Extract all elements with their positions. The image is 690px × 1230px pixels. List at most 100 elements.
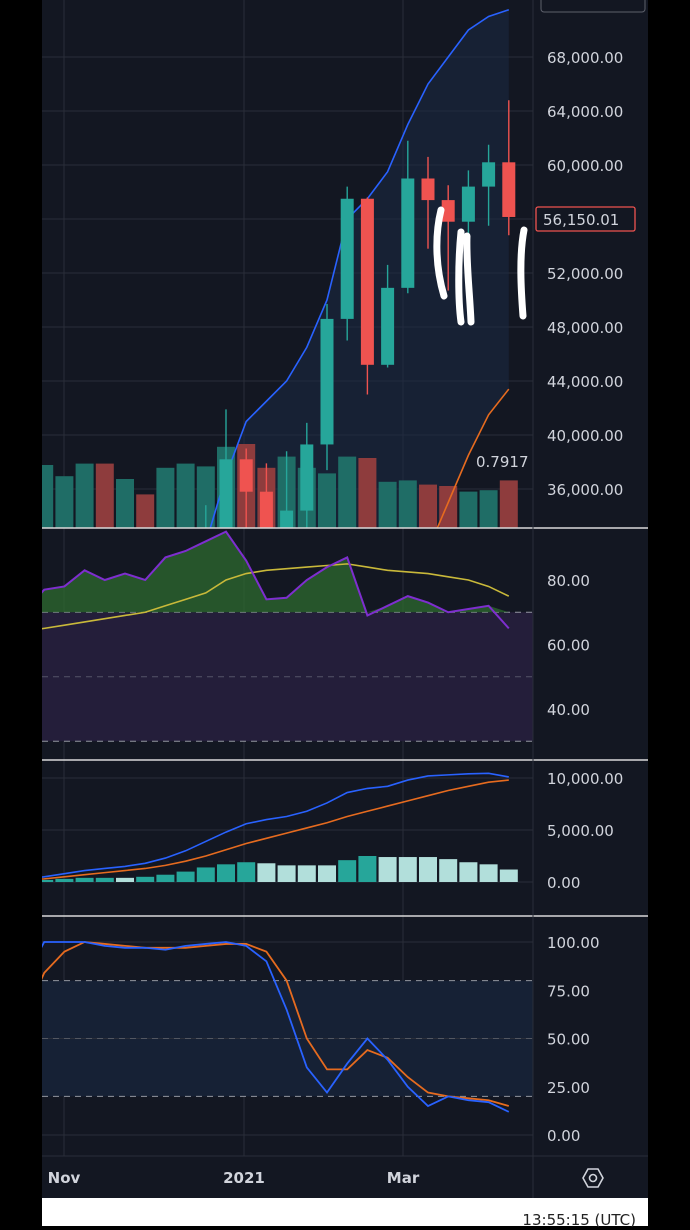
candle-body	[421, 178, 435, 201]
price-axis-tick: 52,000.00	[547, 265, 623, 283]
time-axis-label: Nov	[48, 1169, 81, 1187]
macd-axis-tick: 0.00	[547, 874, 580, 892]
price-axis-tick: 68,000.00	[547, 49, 623, 67]
rsi-line	[42, 530, 510, 630]
rsi-axis-tick: 80.00	[547, 572, 590, 590]
candle-body	[300, 444, 314, 511]
macd-histogram-bar	[257, 863, 276, 882]
candle-body	[18, 789, 31, 800]
volume-bar	[499, 480, 518, 528]
price-axis-tick: 48,000.00	[547, 319, 623, 337]
macd-histogram-bar	[297, 865, 316, 882]
macd-histogram-bar	[95, 877, 114, 882]
volume-bar	[196, 466, 215, 528]
volume-bar	[42, 465, 54, 528]
macd-histogram-bar	[217, 864, 235, 882]
volume-bar	[439, 486, 458, 528]
handdrawn-mark-0	[433, 206, 448, 300]
volume-bar	[479, 490, 498, 528]
settings-hexagon-center	[588, 1173, 598, 1183]
candle-body	[360, 198, 374, 365]
macd-axis-tick: 5,000.00	[547, 822, 614, 840]
rsi-band	[42, 612, 533, 742]
volume-bar	[358, 458, 377, 528]
macd-histogram-bar	[378, 857, 397, 882]
macd-histogram-bar	[358, 856, 377, 882]
volume-value-label: 0.7917	[476, 453, 529, 471]
candle-body	[482, 162, 496, 187]
macd-histogram-bar	[156, 874, 175, 882]
macd-histogram-bar	[237, 862, 256, 882]
candle-body	[441, 200, 455, 222]
price-axis-tick: 64,000.00	[547, 103, 623, 121]
stoch-axis-tick: 25.00	[547, 1079, 590, 1097]
macd-histogram-bar	[398, 857, 417, 882]
macd-signal-line	[42, 779, 509, 880]
macd-histogram-bar	[116, 877, 134, 882]
stoch-axis-tick: 0.00	[547, 1127, 580, 1145]
macd-histogram-bar	[439, 859, 458, 882]
volume-bar	[419, 484, 437, 528]
status-bar: 13:55:15 (UTC)	[42, 1198, 648, 1229]
top-price-tag	[540, 0, 646, 13]
macd-plot	[15, 772, 533, 883]
macd-histogram-bar	[419, 857, 437, 882]
macd-histogram-bar	[136, 876, 155, 882]
macd-histogram-bar	[75, 877, 94, 882]
volume-bar	[378, 481, 397, 528]
candle-body	[219, 459, 233, 528]
macd-histogram-bar	[55, 878, 74, 882]
volume-bar	[95, 463, 114, 528]
stoch-k-line	[42, 941, 510, 1113]
rsi-axis-tick: 60.00	[547, 637, 590, 655]
volume-bar	[116, 479, 134, 528]
volume-bar	[176, 463, 195, 528]
candle-body	[320, 318, 334, 445]
candle-body	[280, 510, 294, 528]
rsi-plot	[42, 530, 533, 742]
last-price-tag	[535, 206, 636, 232]
macd-histogram-bar	[459, 862, 478, 882]
macd-histogram-bar	[277, 865, 296, 882]
rsi-ma-line	[42, 563, 510, 630]
settings-hexagon-outline	[582, 1168, 604, 1188]
stoch-axis-tick: 75.00	[547, 982, 590, 1000]
volume-bar	[75, 463, 94, 528]
clock-readout: 13:55:15 (UTC)	[522, 1211, 636, 1229]
candle-body	[401, 178, 415, 288]
price-axis-tick: 40,000.00	[547, 427, 623, 445]
volume-bar	[15, 476, 33, 528]
settings-hexagon-icon[interactable]	[582, 1168, 604, 1188]
volume-bar	[55, 476, 74, 528]
stoch-d-line	[42, 941, 510, 1107]
time-axis-label: 2021	[223, 1169, 265, 1187]
volume-bar	[398, 480, 417, 528]
last-price-label: 56,150.01	[543, 211, 619, 229]
macd-histogram-bar	[338, 860, 357, 882]
macd-line	[42, 772, 509, 878]
volume-bar	[338, 456, 357, 528]
handdrawn-mark-1	[455, 228, 465, 326]
upper-band-line	[209, 8, 510, 528]
bollinger-fill	[210, 9, 509, 528]
time-axis-label: Mar	[387, 1169, 420, 1187]
candle-body	[461, 186, 475, 222]
stoch-axis-tick: 50.00	[547, 1031, 590, 1049]
candle-body	[502, 162, 516, 217]
price-axis-tick: 44,000.00	[547, 373, 623, 391]
candle-body	[340, 198, 354, 319]
macd-histogram-bar	[318, 865, 336, 882]
macd-histogram-bar	[15, 881, 33, 882]
volume-bar	[459, 491, 478, 528]
candle-body	[239, 459, 253, 492]
macd-histogram-bar	[196, 867, 215, 882]
handdrawn-mark-3	[517, 226, 528, 320]
handdrawn-mark-2	[463, 232, 475, 326]
macd-axis-tick: 10,000.00	[547, 770, 623, 788]
price-plot	[15, 8, 528, 800]
volume-bar	[136, 494, 155, 528]
price-axis-tick: 36,000.00	[547, 481, 623, 499]
stoch-plot	[42, 941, 533, 1136]
